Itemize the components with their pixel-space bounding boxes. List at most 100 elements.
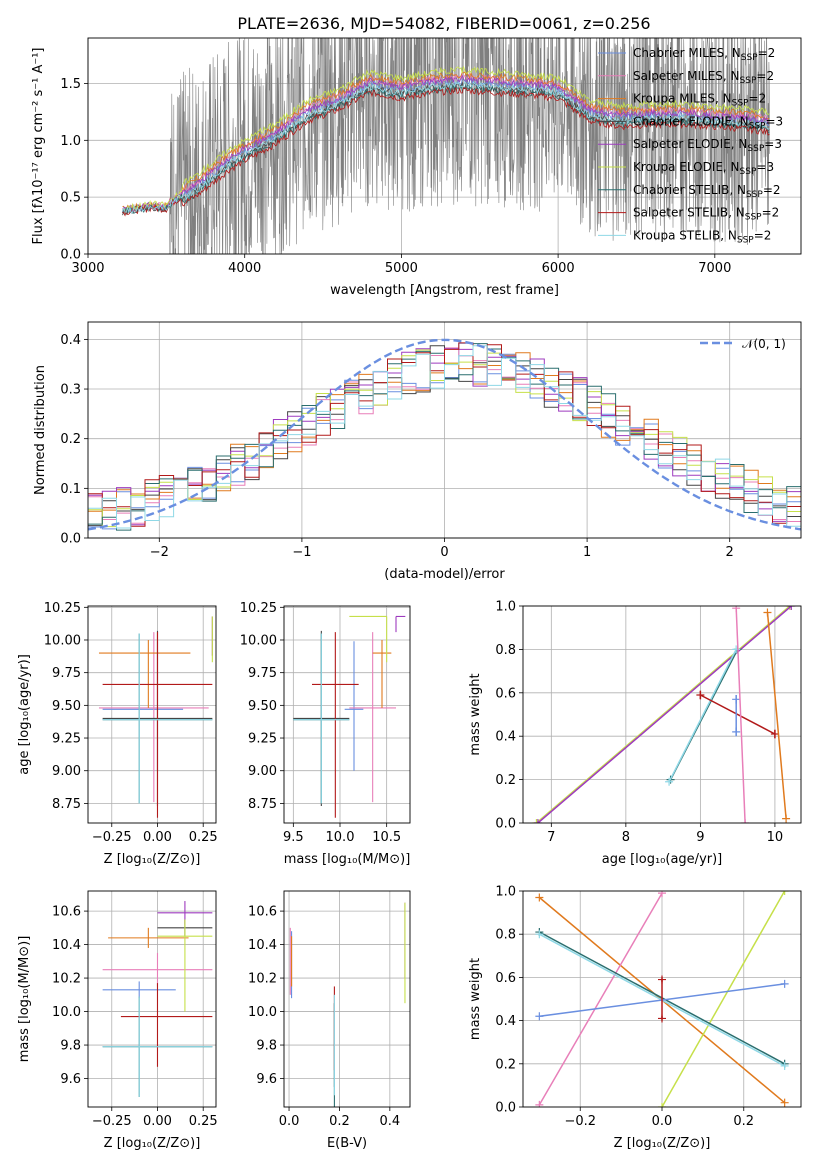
weight-marker bbox=[535, 930, 544, 939]
x-tick-label: 6000 bbox=[542, 261, 575, 276]
panel-residuals: −2 −1 0 1 2 0.0 0.1 0.2 0.3 0.4 (data-model)/error… bbox=[33, 321, 802, 582]
weight-marker bbox=[780, 1061, 789, 1070]
y-tick-label: 0.4 bbox=[495, 1014, 516, 1029]
weight-marker bbox=[780, 979, 789, 988]
y-tick-label: 0.4 bbox=[60, 333, 81, 348]
axes-frame bbox=[87, 605, 217, 824]
x-tick-label: 0.25 bbox=[189, 1114, 218, 1129]
x-tick-label: 7000 bbox=[698, 261, 731, 276]
x-tick-label: −1 bbox=[292, 545, 311, 560]
plot-area-weight-vs-age bbox=[532, 606, 796, 823]
x-tick-label: 2 bbox=[726, 545, 734, 560]
weight-marker bbox=[535, 1012, 544, 1021]
errorbar-point-salpeter-stelib bbox=[312, 632, 359, 818]
y-tick-label: 1.0 bbox=[495, 885, 516, 900]
y-tick-label: 9.75 bbox=[52, 666, 81, 681]
weight-line-chabrier-miles bbox=[732, 694, 741, 737]
x-tick-label: 0.0 bbox=[652, 1114, 673, 1129]
axes-frame bbox=[87, 890, 217, 1108]
x-axis-label: Z [log₁₀(Z/Z⊙)] bbox=[104, 1136, 201, 1151]
x-tick-label: −2 bbox=[150, 545, 169, 560]
y-tick-label: 0.1 bbox=[60, 482, 81, 497]
x-tick-label: 9 bbox=[696, 830, 704, 845]
x-tick-label: 0.2 bbox=[329, 1114, 350, 1129]
y-axis-label: mass [log₁₀(M/M⊙)] bbox=[17, 936, 32, 1063]
y-axis-label: age [log₁₀(age/yr)] bbox=[17, 654, 32, 775]
y-tick-label: 9.00 bbox=[52, 764, 81, 779]
plot-area-residuals bbox=[88, 338, 801, 531]
weight-line-segment bbox=[537, 606, 792, 823]
x-tick-label: −0.2 bbox=[564, 1114, 596, 1129]
panel-age-vs-z: −0.25 0.00 0.25 8.75 9.00 9.25 9.50 9.75 10.00 10… bbox=[17, 601, 218, 867]
y-tick-label: 10.2 bbox=[248, 972, 277, 987]
x-tick-label: 1 bbox=[583, 545, 591, 560]
x-tick-label: 0.4 bbox=[379, 1114, 400, 1129]
y-tick-label: 0.6 bbox=[495, 686, 516, 701]
y-tick-label: 1.0 bbox=[495, 600, 516, 615]
y-tick-label: 9.00 bbox=[248, 764, 277, 779]
weight-marker bbox=[732, 606, 741, 613]
weight-line-kroupa-elodie bbox=[658, 891, 789, 1107]
errorbar-point-salpeter-miles bbox=[349, 632, 396, 803]
x-tick-label: 7 bbox=[547, 830, 555, 845]
panel-mass-vs-z: −0.25 0.00 0.25 9.6 9.8 10.0 10.2 10.4 10.6 Z [lo… bbox=[17, 890, 218, 1151]
y-tick-label: 0.0 bbox=[495, 1101, 516, 1116]
weight-marker bbox=[658, 1103, 666, 1107]
errorbar-point-kroupa-elodie bbox=[349, 615, 388, 663]
y-tick-label: 10.2 bbox=[52, 972, 81, 987]
legend-entry-kroupa-stelib: Kroupa STELIB, NSSP=2 bbox=[633, 228, 771, 245]
x-tick-label: 8 bbox=[622, 830, 630, 845]
weight-marker bbox=[782, 814, 791, 823]
legend-entry-salpeter-miles: Salpeter MILES, NSSP=2 bbox=[633, 69, 774, 86]
errorbar-point-salpeter-miles bbox=[102, 952, 213, 987]
x-tick-label: 0.00 bbox=[143, 830, 172, 845]
x-tick-label: 0.0 bbox=[279, 1114, 300, 1129]
y-tick-label: 0.5 bbox=[60, 191, 81, 206]
weight-marker bbox=[763, 608, 772, 617]
x-tick-label: 10 bbox=[767, 830, 784, 845]
x-axis-label: Z [log₁₀(Z/Z⊙)] bbox=[614, 1136, 711, 1151]
y-tick-label: 10.00 bbox=[44, 633, 81, 648]
residual-hist-salpeter-stelib bbox=[88, 342, 801, 527]
y-tick-label: 9.25 bbox=[248, 732, 277, 747]
weight-marker bbox=[658, 891, 666, 898]
errorbar-point-salpeter-stelib bbox=[120, 983, 213, 1067]
y-tick-label: 10.0 bbox=[248, 1005, 277, 1020]
y-axis-label: mass weight bbox=[468, 958, 483, 1040]
weight-line-salpeter-stelib bbox=[696, 690, 779, 739]
y-tick-label: 0.3 bbox=[60, 383, 81, 398]
x-tick-label: 10.0 bbox=[326, 830, 355, 845]
weight-marker bbox=[535, 1100, 544, 1107]
y-tick-label: 10.6 bbox=[52, 905, 81, 920]
legend-entry-salpeter-stelib: Salpeter STELIB, NSSP=2 bbox=[633, 206, 779, 223]
errorbar-point-kroupa-stelib bbox=[102, 633, 213, 804]
x-axis-label: age [log₁₀(age/yr)] bbox=[602, 852, 723, 867]
y-tick-label: 1.0 bbox=[60, 134, 81, 149]
weight-line-salpeter-miles bbox=[732, 606, 750, 823]
model-line-kroupa-stelib bbox=[122, 80, 770, 214]
model-line-salpeter-elodie bbox=[122, 74, 770, 213]
legend-entry-kroupa-elodie: Kroupa ELODIE, NSSP=3 bbox=[633, 160, 774, 177]
axes-frame bbox=[283, 890, 411, 1108]
y-axis-label: Normed distribution bbox=[33, 365, 48, 495]
y-tick-label: 10.6 bbox=[248, 905, 277, 920]
y-axis-label: Flux [fλ10⁻¹⁷ erg cm⁻² s⁻¹ A⁻¹] bbox=[31, 48, 46, 245]
x-tick-label: 0.2 bbox=[733, 1114, 754, 1129]
weight-line-salpeter-elodie bbox=[533, 606, 796, 823]
y-tick-label: 9.8 bbox=[256, 1039, 277, 1054]
errorbar-point-kroupa-miles bbox=[108, 927, 189, 948]
y-tick-label: 9.8 bbox=[60, 1039, 81, 1054]
weight-line-kroupa-stelib bbox=[665, 645, 741, 786]
grid-age-vs-z bbox=[88, 606, 216, 823]
weight-line-chabrier-stelib bbox=[666, 645, 742, 784]
panel-weight-vs-z: −0.2 0.0 0.2 0.0 0.2 0.4 0.6 0.8 1.0 Z [log₁₀(Z/Z… bbox=[468, 885, 802, 1151]
legend-entry-gaussian: 𝒩(0, 1) bbox=[742, 337, 786, 351]
gaussian-reference-curve bbox=[88, 338, 801, 531]
y-tick-label: 1.5 bbox=[60, 77, 81, 92]
x-tick-label: 4000 bbox=[228, 261, 261, 276]
errorbar-point-salpeter-elodie bbox=[395, 615, 406, 633]
grid-age-vs-mass bbox=[284, 606, 410, 823]
y-tick-label: 9.50 bbox=[52, 699, 81, 714]
axes-frame bbox=[283, 605, 411, 824]
legend-entry-chabrier-elodie: Chabrier ELODIE, NSSP=3 bbox=[633, 114, 783, 131]
